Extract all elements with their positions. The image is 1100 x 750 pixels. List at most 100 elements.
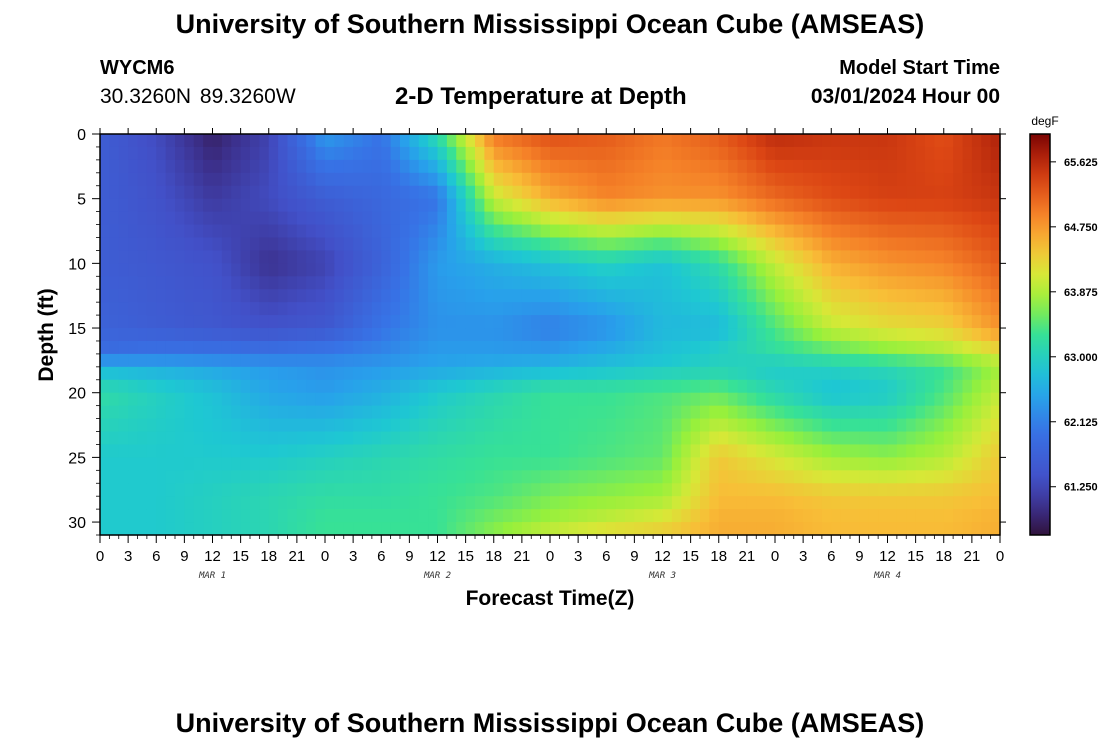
heatmap-cell [437, 522, 448, 536]
heatmap-cell [953, 263, 964, 277]
heatmap-cell [718, 457, 729, 471]
heatmap-cell [700, 444, 710, 458]
heatmap-cell [446, 250, 457, 264]
heatmap-cell [409, 263, 420, 277]
heatmap-cell [700, 405, 710, 420]
heatmap-cell [184, 457, 195, 471]
heatmap-cell [568, 159, 579, 174]
heatmap-cell [681, 444, 692, 458]
heatmap-cell [868, 250, 879, 264]
heatmap-cell [165, 444, 176, 458]
heatmap-cell [446, 237, 457, 252]
heatmap-cell [531, 353, 542, 368]
heatmap-cell [765, 315, 776, 329]
heatmap-cell [925, 483, 935, 497]
heatmap-cell [990, 522, 1001, 536]
heatmap-cell [840, 134, 851, 148]
heatmap-cell [278, 185, 289, 200]
heatmap-cell [653, 379, 664, 394]
heatmap-cell [728, 146, 739, 161]
heatmap-cell [193, 198, 204, 213]
heatmap-cell [512, 146, 523, 161]
heatmap-cell [100, 289, 110, 303]
heatmap-cell [343, 340, 354, 355]
heatmap-cell [512, 302, 523, 316]
heatmap-cell [587, 392, 598, 407]
heatmap-cell [550, 366, 560, 381]
heatmap-cell [943, 211, 954, 226]
heatmap-cell [859, 250, 870, 264]
heatmap-cell [662, 444, 673, 458]
heatmap-cell [334, 224, 345, 239]
heatmap-cell [896, 276, 907, 290]
heatmap-cell [831, 328, 842, 342]
heatmap-cell [643, 146, 654, 161]
heatmap-cell [484, 134, 495, 148]
heatmap-cell [681, 431, 692, 446]
heatmap-cell [503, 263, 514, 277]
heatmap-cell [315, 366, 326, 381]
heatmap-cell [109, 224, 120, 239]
station-id: WYCM6 [100, 57, 175, 79]
heatmap-cell [859, 172, 870, 187]
heatmap-cell [812, 457, 823, 471]
heatmap-cell [971, 431, 982, 446]
heatmap-cell [559, 353, 570, 368]
heatmap-cell [643, 237, 654, 252]
heatmap-cell [615, 444, 626, 458]
heatmap-cell [793, 146, 804, 161]
heatmap-cell [371, 185, 382, 200]
heatmap-cell [343, 328, 354, 342]
heatmap-cell [746, 340, 757, 355]
heatmap-cell [765, 431, 776, 446]
heatmap-cell [146, 146, 157, 161]
heatmap-cell [475, 315, 485, 329]
heatmap-cell [709, 185, 720, 200]
heatmap-cell [512, 224, 523, 239]
heatmap-cell [737, 134, 748, 148]
heatmap-cell [840, 237, 851, 252]
x-tick-label: 0 [996, 548, 1004, 565]
heatmap-cell [634, 496, 645, 510]
heatmap-cell [456, 483, 467, 497]
y-tick-label: 25 [68, 450, 86, 467]
heatmap-cell [540, 379, 551, 394]
heatmap-cell [231, 340, 242, 355]
heatmap-cell [146, 315, 157, 329]
heatmap-cell [718, 159, 729, 174]
y-tick-label: 5 [77, 192, 86, 209]
heatmap-cell [371, 315, 382, 329]
heatmap-cell [109, 483, 120, 497]
heatmap-cell [268, 250, 279, 264]
heatmap-cell [596, 146, 607, 161]
heatmap-cell [353, 315, 364, 329]
heatmap-cell [371, 340, 382, 355]
heatmap-cell [203, 444, 214, 458]
heatmap-cell [746, 392, 757, 407]
heatmap-cell [156, 289, 167, 303]
heatmap-cell [156, 159, 167, 174]
heatmap-cell [700, 328, 710, 342]
heatmap-cell [109, 496, 120, 510]
heatmap-cell [146, 198, 157, 213]
heatmap-cell [128, 405, 139, 420]
heatmap-cell [446, 418, 457, 433]
heatmap-cell [343, 509, 354, 523]
heatmap-cell [934, 431, 945, 446]
heatmap-cell [653, 444, 664, 458]
x-tick-label: 9 [855, 548, 863, 565]
heatmap-cell [587, 470, 598, 484]
heatmap-cell [906, 444, 917, 458]
heatmap-cell [728, 496, 739, 510]
heatmap-cell [793, 172, 804, 187]
heatmap-cell [278, 237, 289, 252]
heatmap-cell [268, 340, 279, 355]
heatmap-cell [512, 340, 523, 355]
heatmap-cell [550, 159, 560, 174]
heatmap-cell [456, 353, 467, 368]
heatmap-cell [409, 315, 420, 329]
heatmap-cell [681, 289, 692, 303]
heatmap-cell [259, 276, 270, 290]
heatmap-cell [568, 224, 579, 239]
heatmap-cell [943, 146, 954, 161]
